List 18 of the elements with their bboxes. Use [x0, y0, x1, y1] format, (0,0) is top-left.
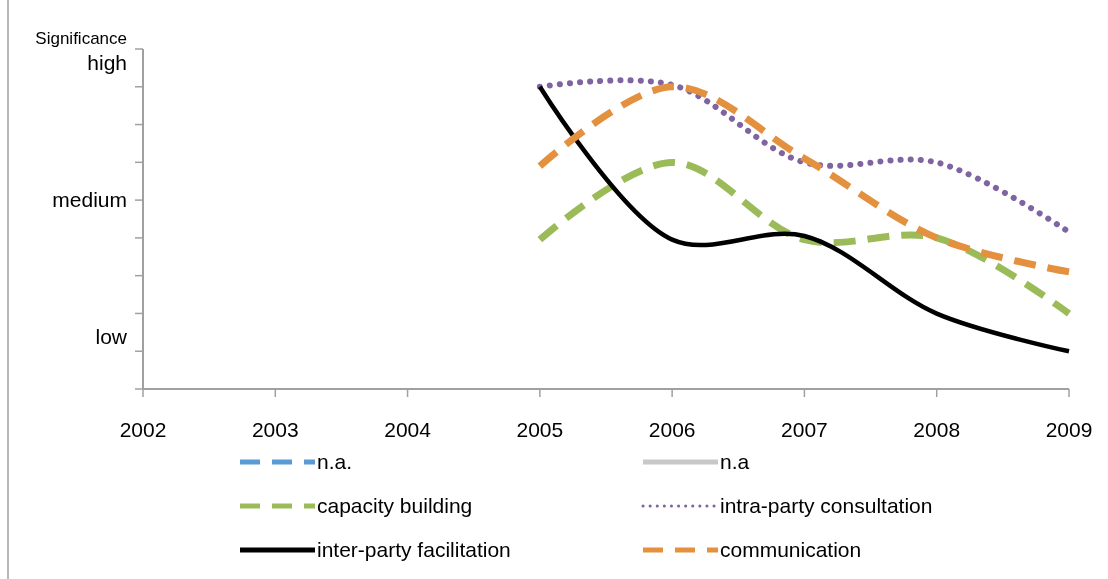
x-tick-label: 2007: [781, 418, 828, 441]
text: medium: [52, 188, 127, 212]
legend-label: n.a: [720, 450, 750, 473]
legend-label: intra-party consultation: [720, 494, 933, 517]
x-tick-label: 2006: [648, 418, 696, 441]
legend-label: communication: [720, 538, 862, 561]
legend-label: n.a.: [317, 450, 353, 473]
x-tick-label: 2002: [119, 418, 167, 441]
x-tick-label: 2005: [516, 418, 564, 441]
text: high: [87, 51, 127, 75]
x-tick-label: 2004: [384, 418, 432, 441]
legend-label: inter-party facilitation: [317, 538, 511, 561]
x-tick-label: 2003: [251, 418, 299, 441]
y-axis-title: Significance: [35, 29, 127, 48]
text: low: [95, 325, 128, 349]
x-tick-label: 2009: [1045, 418, 1093, 441]
legend-label: capacity building: [317, 494, 473, 517]
x-tick-label: 2008: [913, 418, 961, 441]
